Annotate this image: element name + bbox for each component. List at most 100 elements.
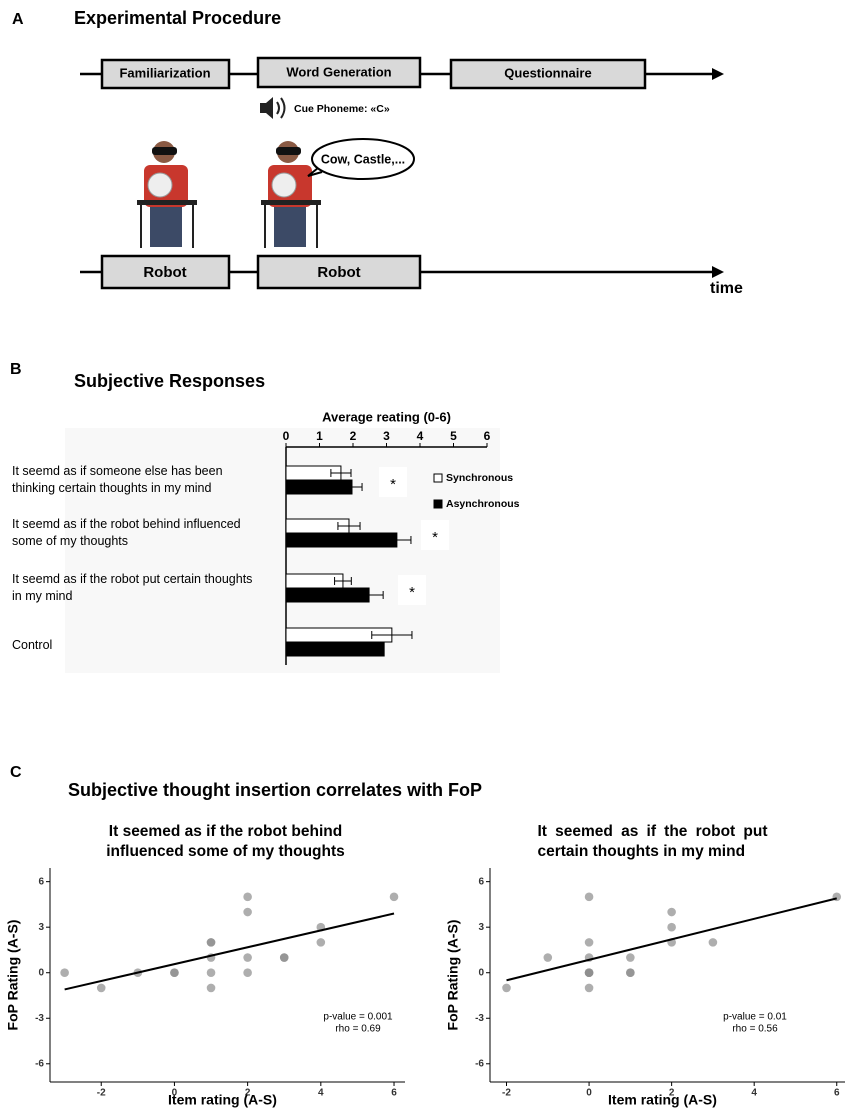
- x-axis-label: Average reating (0-6): [322, 409, 451, 424]
- arrowhead: [712, 68, 724, 80]
- data-point: [243, 968, 252, 978]
- x-tick-label: 0: [283, 429, 290, 443]
- x-axis-label: Item rating (A-S): [168, 1092, 277, 1108]
- bar: [285, 532, 398, 548]
- data-point: [584, 892, 594, 902]
- regression-line: [506, 897, 837, 982]
- data-point: [626, 968, 635, 978]
- speaker-icon: [260, 97, 286, 119]
- data-point: [60, 968, 69, 978]
- data-point: [96, 983, 106, 993]
- regression-line: [64, 912, 395, 991]
- stat-annotation: p-value = 0.001: [323, 1012, 393, 1023]
- step-box: [449, 58, 647, 90]
- panel-label: C: [10, 764, 22, 781]
- data-point: [170, 968, 179, 978]
- y-tick-label: 3: [38, 922, 44, 933]
- plot-background: [65, 428, 500, 673]
- speech-text: Cow, Castle,...: [321, 152, 405, 166]
- step-box: [256, 56, 422, 89]
- x-tick-label: 2: [669, 1088, 675, 1099]
- significance-marker: *: [390, 476, 396, 493]
- data-point: [584, 968, 594, 978]
- x-tick-label: 4: [751, 1088, 757, 1099]
- x-tick-label: 6: [834, 1088, 840, 1099]
- speech-bubble: [311, 138, 415, 180]
- y-tick-label: -3: [475, 1013, 484, 1024]
- legend-swatch: [433, 499, 443, 509]
- y-tick-label: 0: [38, 967, 44, 978]
- y-tick-label: 0: [478, 967, 484, 978]
- data-point: [389, 892, 399, 902]
- category-label: It seemd as if the robot put certain tho…: [12, 572, 253, 603]
- data-point: [708, 938, 718, 947]
- data-point: [206, 938, 216, 947]
- arrowhead: [712, 266, 724, 278]
- data-point: [243, 907, 252, 917]
- x-tick-label: 0: [172, 1088, 178, 1099]
- data-point: [279, 953, 289, 962]
- x-tick-label: 2: [350, 429, 357, 443]
- panel-title: Subjective Responses: [74, 371, 265, 391]
- category-label: It seemd as if the robot behind influenc…: [12, 517, 241, 548]
- y-tick-label: -6: [35, 1058, 44, 1069]
- x-tick-label: 4: [417, 429, 424, 443]
- step-label: Familiarization: [119, 65, 210, 80]
- x-tick-label: -2: [97, 1088, 106, 1099]
- panel-label: B: [10, 361, 22, 378]
- y-tick-label: -6: [475, 1058, 484, 1069]
- stat-annotation: rho = 0.56: [732, 1024, 778, 1035]
- stat-annotation: rho = 0.69: [335, 1024, 381, 1035]
- step-box: [100, 58, 231, 90]
- y-tick-label: 6: [478, 876, 484, 887]
- category-label: Control: [12, 637, 53, 652]
- x-tick-label: 2: [245, 1088, 251, 1099]
- x-tick-label: 5: [450, 429, 457, 443]
- condition-label: Robot: [317, 264, 360, 281]
- x-tick-label: 6: [391, 1088, 397, 1099]
- condition-box: [100, 254, 231, 290]
- y-tick-label: 6: [38, 876, 44, 887]
- data-point: [584, 938, 594, 947]
- significance-marker: *: [432, 529, 438, 546]
- condition-box: [256, 254, 422, 290]
- legend-label: Asynchronous: [446, 498, 520, 510]
- x-tick-label: -2: [502, 1088, 511, 1099]
- data-point: [316, 938, 326, 947]
- x-tick-label: 6: [484, 429, 491, 443]
- legend-label: Synchronous: [446, 472, 513, 484]
- stat-annotation: p-value = 0.01: [723, 1012, 787, 1023]
- time-label: time: [710, 280, 743, 297]
- annotation-bg: [421, 520, 449, 550]
- y-axis-label: FoP Rating (A-S): [5, 920, 21, 1031]
- data-point: [206, 968, 216, 978]
- panel-label: A: [12, 11, 24, 28]
- data-point: [626, 953, 635, 962]
- participant-figure: [137, 141, 197, 248]
- x-axis-label: Item rating (A-S): [608, 1092, 717, 1108]
- data-point: [243, 892, 252, 902]
- data-point: [243, 953, 252, 962]
- legend-swatch: [433, 473, 443, 483]
- bar: [285, 641, 385, 657]
- cue-label: Cue Phoneme: «C»: [294, 103, 390, 115]
- data-point: [543, 953, 553, 962]
- panel-title: Experimental Procedure: [74, 8, 281, 28]
- data-point: [584, 983, 594, 993]
- y-tick-label: 3: [478, 922, 484, 933]
- annotation-bg: [379, 467, 407, 497]
- step-label: Questionnaire: [504, 65, 591, 80]
- x-tick-label: 4: [318, 1088, 324, 1099]
- annotation-bg: [398, 575, 426, 605]
- x-tick-label: 1: [316, 429, 323, 443]
- condition-label: Robot: [143, 264, 186, 281]
- data-point: [206, 983, 216, 993]
- x-tick-label: 0: [586, 1088, 592, 1099]
- y-tick-label: -3: [35, 1013, 44, 1024]
- y-axis-label: FoP Rating (A-S): [445, 920, 461, 1031]
- participant-figure: [261, 141, 321, 248]
- data-point: [667, 922, 676, 932]
- significance-marker: *: [409, 584, 415, 601]
